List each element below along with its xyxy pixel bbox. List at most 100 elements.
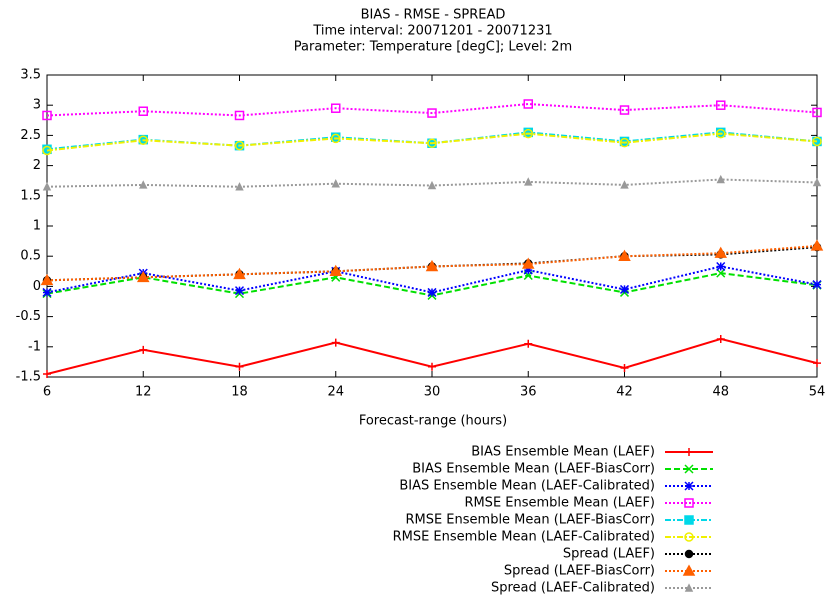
marker bbox=[521, 257, 535, 269]
y-tick-label: -0.5 bbox=[16, 309, 41, 324]
legend-marker bbox=[684, 549, 694, 559]
x-tick-label: 54 bbox=[809, 385, 826, 400]
y-tick-label: 0.5 bbox=[20, 249, 41, 264]
legend-label: BIAS Ensemble Mean (LAEF) bbox=[471, 445, 655, 460]
marker bbox=[42, 110, 52, 121]
marker bbox=[139, 345, 148, 354]
marker bbox=[138, 106, 148, 116]
legend-marker bbox=[684, 515, 694, 525]
marker bbox=[331, 179, 340, 188]
marker bbox=[716, 261, 726, 271]
marker bbox=[619, 137, 630, 148]
x-tick-label: 6 bbox=[43, 385, 51, 400]
marker bbox=[523, 128, 533, 139]
chart-subtitle: Time interval: 20071201 - 20071231 bbox=[312, 24, 552, 39]
legend-marker bbox=[685, 448, 693, 456]
legend-label: Spread (LAEF-BiasCorr) bbox=[504, 564, 655, 579]
chart-title: BIAS - RMSE - SPREAD bbox=[361, 8, 506, 23]
marker bbox=[233, 267, 246, 280]
y-tick-label: 3.5 bbox=[20, 68, 41, 83]
marker bbox=[812, 136, 822, 147]
x-axis-label: Forecast-range (hours) bbox=[359, 414, 507, 429]
marker bbox=[425, 259, 439, 272]
marker bbox=[813, 359, 821, 368]
marker bbox=[524, 177, 533, 186]
marker bbox=[716, 128, 726, 139]
marker bbox=[427, 180, 437, 190]
chart-subtitle: Parameter: Temperature [degC]; Level: 2m bbox=[294, 40, 572, 55]
marker bbox=[235, 362, 244, 371]
legend-marker bbox=[682, 564, 696, 576]
x-tick-label: 18 bbox=[231, 385, 248, 400]
marker bbox=[331, 338, 340, 347]
marker bbox=[620, 363, 629, 372]
series-line bbox=[46, 102, 818, 117]
marker bbox=[523, 265, 533, 275]
legend-label: BIAS Ensemble Mean (LAEF-BiasCorr) bbox=[412, 462, 655, 477]
legend-marker bbox=[684, 498, 694, 508]
y-tick-label: 2.5 bbox=[20, 128, 41, 143]
y-tick-label: -1 bbox=[28, 339, 41, 354]
x-tick-label: 42 bbox=[616, 385, 633, 400]
y-tick-label: 0 bbox=[33, 279, 41, 294]
marker bbox=[331, 103, 341, 113]
marker bbox=[331, 133, 341, 144]
marker bbox=[43, 369, 51, 378]
x-tick-label: 24 bbox=[327, 385, 344, 400]
marker bbox=[716, 334, 725, 343]
marker bbox=[42, 182, 52, 191]
marker bbox=[234, 286, 245, 296]
marker bbox=[620, 180, 629, 189]
marker bbox=[234, 140, 245, 151]
marker bbox=[619, 284, 630, 294]
legend-label: RMSE Ensemble Mean (LAEF-Calibrated) bbox=[393, 530, 655, 545]
marker bbox=[427, 138, 437, 149]
marker bbox=[329, 264, 343, 277]
marker bbox=[427, 287, 437, 297]
x-tick-label: 48 bbox=[712, 385, 729, 400]
marker bbox=[810, 239, 824, 251]
legend-label: BIAS Ensemble Mean (LAEF-Calibrated) bbox=[399, 479, 655, 494]
marker bbox=[427, 108, 437, 118]
y-tick-label: 1.5 bbox=[20, 188, 41, 203]
marker bbox=[714, 246, 728, 258]
legend-marker bbox=[684, 481, 694, 491]
marker bbox=[716, 174, 725, 184]
marker bbox=[812, 107, 822, 118]
y-tick-label: 1 bbox=[33, 219, 41, 234]
marker bbox=[618, 249, 631, 261]
marker bbox=[523, 99, 533, 109]
marker bbox=[40, 273, 54, 286]
y-tick-label: 2 bbox=[33, 158, 41, 173]
plot-frame bbox=[46, 74, 818, 378]
x-tick-label: 12 bbox=[135, 385, 152, 400]
y-tick-label: 3 bbox=[33, 98, 41, 113]
marker bbox=[136, 270, 150, 283]
marker bbox=[234, 110, 245, 121]
marker bbox=[524, 339, 533, 348]
marker bbox=[812, 280, 822, 290]
legend-marker bbox=[684, 583, 694, 592]
marker bbox=[42, 287, 52, 297]
marker bbox=[42, 145, 52, 156]
legend-label: Spread (LAEF-Calibrated) bbox=[491, 581, 655, 596]
marker bbox=[235, 182, 244, 191]
marker bbox=[716, 100, 726, 110]
y-tick-label: -1.5 bbox=[16, 370, 41, 385]
legend-marker bbox=[684, 464, 694, 474]
marker bbox=[812, 177, 822, 187]
marker bbox=[139, 180, 148, 189]
marker bbox=[716, 268, 726, 278]
series-line bbox=[46, 132, 818, 152]
legend-label: RMSE Ensemble Mean (LAEF) bbox=[464, 496, 655, 511]
marker bbox=[428, 362, 436, 371]
marker bbox=[619, 105, 630, 115]
legend-marker bbox=[684, 532, 694, 542]
x-tick-label: 30 bbox=[424, 385, 441, 400]
legend-label: RMSE Ensemble Mean (LAEF-BiasCorr) bbox=[405, 513, 655, 528]
marker bbox=[138, 135, 148, 145]
x-tick-label: 36 bbox=[520, 385, 537, 400]
legend-label: Spread (LAEF) bbox=[563, 547, 655, 562]
